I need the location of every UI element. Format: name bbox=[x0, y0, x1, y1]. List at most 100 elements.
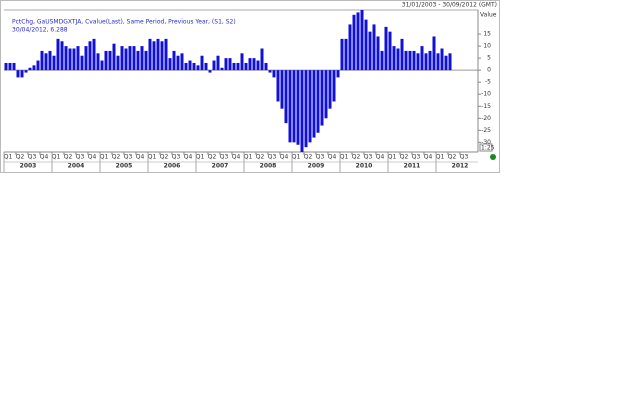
x-tick-label: Q3 bbox=[124, 154, 133, 161]
bar bbox=[276, 70, 280, 102]
y-tick-label: -30 bbox=[481, 139, 491, 146]
bar bbox=[144, 50, 148, 71]
y-tick-label: -5 bbox=[485, 79, 491, 86]
y-tick-label: -25 bbox=[481, 127, 491, 134]
bar bbox=[52, 55, 56, 71]
bar bbox=[336, 70, 340, 78]
bar bbox=[352, 14, 356, 71]
year-label: 2008 bbox=[260, 163, 277, 170]
year-label: 2003 bbox=[20, 163, 37, 170]
bar bbox=[384, 26, 388, 71]
bar bbox=[260, 48, 264, 71]
bar bbox=[152, 41, 156, 71]
x-tick-label: Q4 bbox=[232, 154, 241, 161]
bar bbox=[184, 62, 188, 71]
legend-line: 30/04/2012, 6.288 bbox=[12, 27, 68, 34]
year-label: 2005 bbox=[116, 163, 133, 170]
bar bbox=[368, 31, 372, 71]
x-tick-label: Q2 bbox=[208, 154, 217, 161]
bar bbox=[172, 50, 176, 71]
bar bbox=[108, 50, 112, 71]
x-tick-label: Q3 bbox=[316, 154, 325, 161]
x-tick-label: Q3 bbox=[460, 154, 469, 161]
bar bbox=[120, 46, 124, 71]
bar bbox=[188, 60, 192, 71]
bar bbox=[32, 65, 36, 71]
bar bbox=[36, 60, 40, 71]
year-label: 2011 bbox=[404, 163, 421, 170]
x-tick-label: Q2 bbox=[352, 154, 361, 161]
bar bbox=[192, 62, 196, 71]
bar bbox=[88, 41, 92, 71]
bar bbox=[400, 38, 404, 71]
x-tick-label: Q2 bbox=[160, 154, 169, 161]
bar bbox=[48, 50, 52, 71]
bar bbox=[208, 70, 212, 73]
bar bbox=[424, 53, 428, 71]
bar bbox=[132, 46, 136, 71]
x-tick-label: Q3 bbox=[172, 154, 181, 161]
bar bbox=[116, 55, 120, 71]
bar bbox=[180, 53, 184, 71]
bar bbox=[396, 48, 400, 71]
bar bbox=[216, 55, 220, 71]
x-tick-label: Q1 bbox=[100, 154, 109, 161]
year-label: 2009 bbox=[308, 163, 325, 170]
bar bbox=[380, 50, 384, 71]
scale-label: 1:25 bbox=[481, 145, 495, 152]
x-tick-label: Q3 bbox=[268, 154, 277, 161]
bar bbox=[304, 70, 308, 148]
bar bbox=[4, 62, 8, 71]
x-tick-label: Q1 bbox=[436, 154, 445, 161]
bar bbox=[28, 67, 32, 71]
year-label: 2004 bbox=[68, 163, 85, 170]
x-tick-label: Q1 bbox=[148, 154, 157, 161]
bar bbox=[204, 62, 208, 71]
bar bbox=[448, 53, 452, 71]
bar bbox=[212, 60, 216, 71]
bar bbox=[56, 38, 60, 71]
bar bbox=[440, 48, 444, 71]
y-tick-label: 15 bbox=[483, 31, 491, 38]
bar bbox=[100, 60, 104, 71]
bar bbox=[324, 70, 328, 119]
x-tick-label: Q3 bbox=[364, 154, 373, 161]
bar bbox=[256, 60, 260, 71]
bar bbox=[240, 53, 244, 71]
bar bbox=[112, 43, 116, 71]
bar bbox=[288, 70, 292, 143]
bar bbox=[124, 48, 128, 71]
bar bbox=[176, 55, 180, 71]
bar bbox=[284, 70, 288, 124]
bar bbox=[136, 50, 140, 71]
scale-box bbox=[479, 143, 493, 152]
bar bbox=[148, 38, 152, 71]
x-tick-label: Q2 bbox=[400, 154, 409, 161]
date-range: 31/01/2003 - 30/09/2012 (GMT) bbox=[402, 2, 497, 9]
bar bbox=[356, 12, 360, 71]
bar bbox=[444, 55, 448, 71]
x-tick-label: Q4 bbox=[136, 154, 145, 161]
bar bbox=[340, 38, 344, 71]
bar bbox=[244, 62, 248, 71]
bar bbox=[80, 55, 84, 71]
bar bbox=[68, 48, 72, 71]
bar bbox=[348, 24, 352, 71]
chart-frame bbox=[0, 0, 500, 173]
bar bbox=[296, 70, 300, 145]
x-tick-label: Q1 bbox=[196, 154, 205, 161]
bar bbox=[416, 53, 420, 71]
bar bbox=[364, 19, 368, 71]
bar bbox=[156, 38, 160, 71]
bar bbox=[60, 41, 64, 71]
x-tick-label: Q3 bbox=[220, 154, 229, 161]
bar bbox=[252, 58, 256, 71]
x-tick-label: Q2 bbox=[112, 154, 121, 161]
bar bbox=[344, 38, 348, 71]
bar bbox=[436, 53, 440, 71]
x-tick-label: Q2 bbox=[64, 154, 73, 161]
bar bbox=[332, 70, 336, 102]
bar bbox=[92, 38, 96, 71]
bar bbox=[232, 62, 236, 71]
bar bbox=[236, 62, 240, 71]
